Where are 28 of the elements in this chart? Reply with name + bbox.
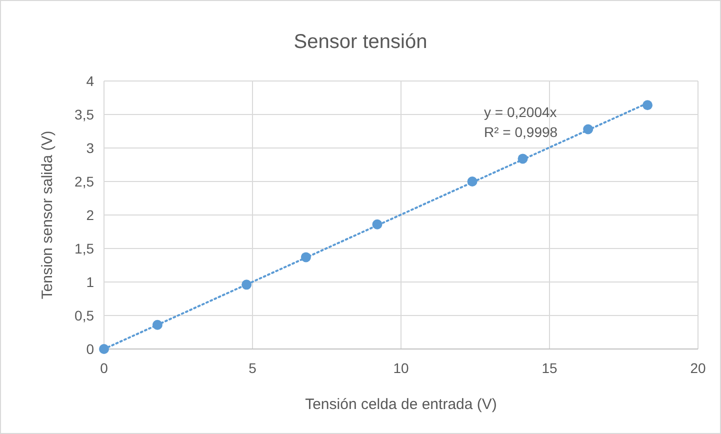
- y-tick-label: 3: [86, 140, 94, 156]
- point: [467, 176, 478, 186]
- y-tick-label: 2: [86, 206, 94, 223]
- point: [152, 320, 162, 330]
- x-tick-label: 20: [690, 360, 706, 376]
- y-tick-label: 1,5: [74, 240, 94, 256]
- y-tick-label: 1: [86, 274, 94, 290]
- x-tick-label: 10: [393, 360, 409, 376]
- point: [642, 100, 653, 110]
- x-tick-label: 0: [100, 360, 108, 376]
- y-tick-label: 4: [86, 72, 94, 89]
- point: [372, 219, 382, 230]
- y-axis-title: Tension sensor salida (V): [39, 130, 56, 300]
- y-tick-label: 2,5: [74, 173, 94, 190]
- point: [583, 124, 594, 134]
- point: [300, 252, 311, 262]
- y-tick-label: 0: [86, 340, 94, 357]
- annotation: R² = 0,9998: [484, 124, 558, 140]
- x-tick-label: 5: [248, 360, 257, 376]
- annotation: y = 0,2004x: [484, 104, 557, 120]
- point: [99, 344, 109, 354]
- point: [242, 280, 252, 290]
- x-tick-label: 15: [542, 360, 558, 376]
- chart-title: Sensor tensión: [294, 31, 428, 53]
- y-tick-label: 0,5: [74, 307, 94, 324]
- x-axis-title: Tensión celda de entrada (V): [305, 396, 497, 413]
- y-tick-label: 3,5: [74, 106, 94, 122]
- point: [518, 154, 528, 164]
